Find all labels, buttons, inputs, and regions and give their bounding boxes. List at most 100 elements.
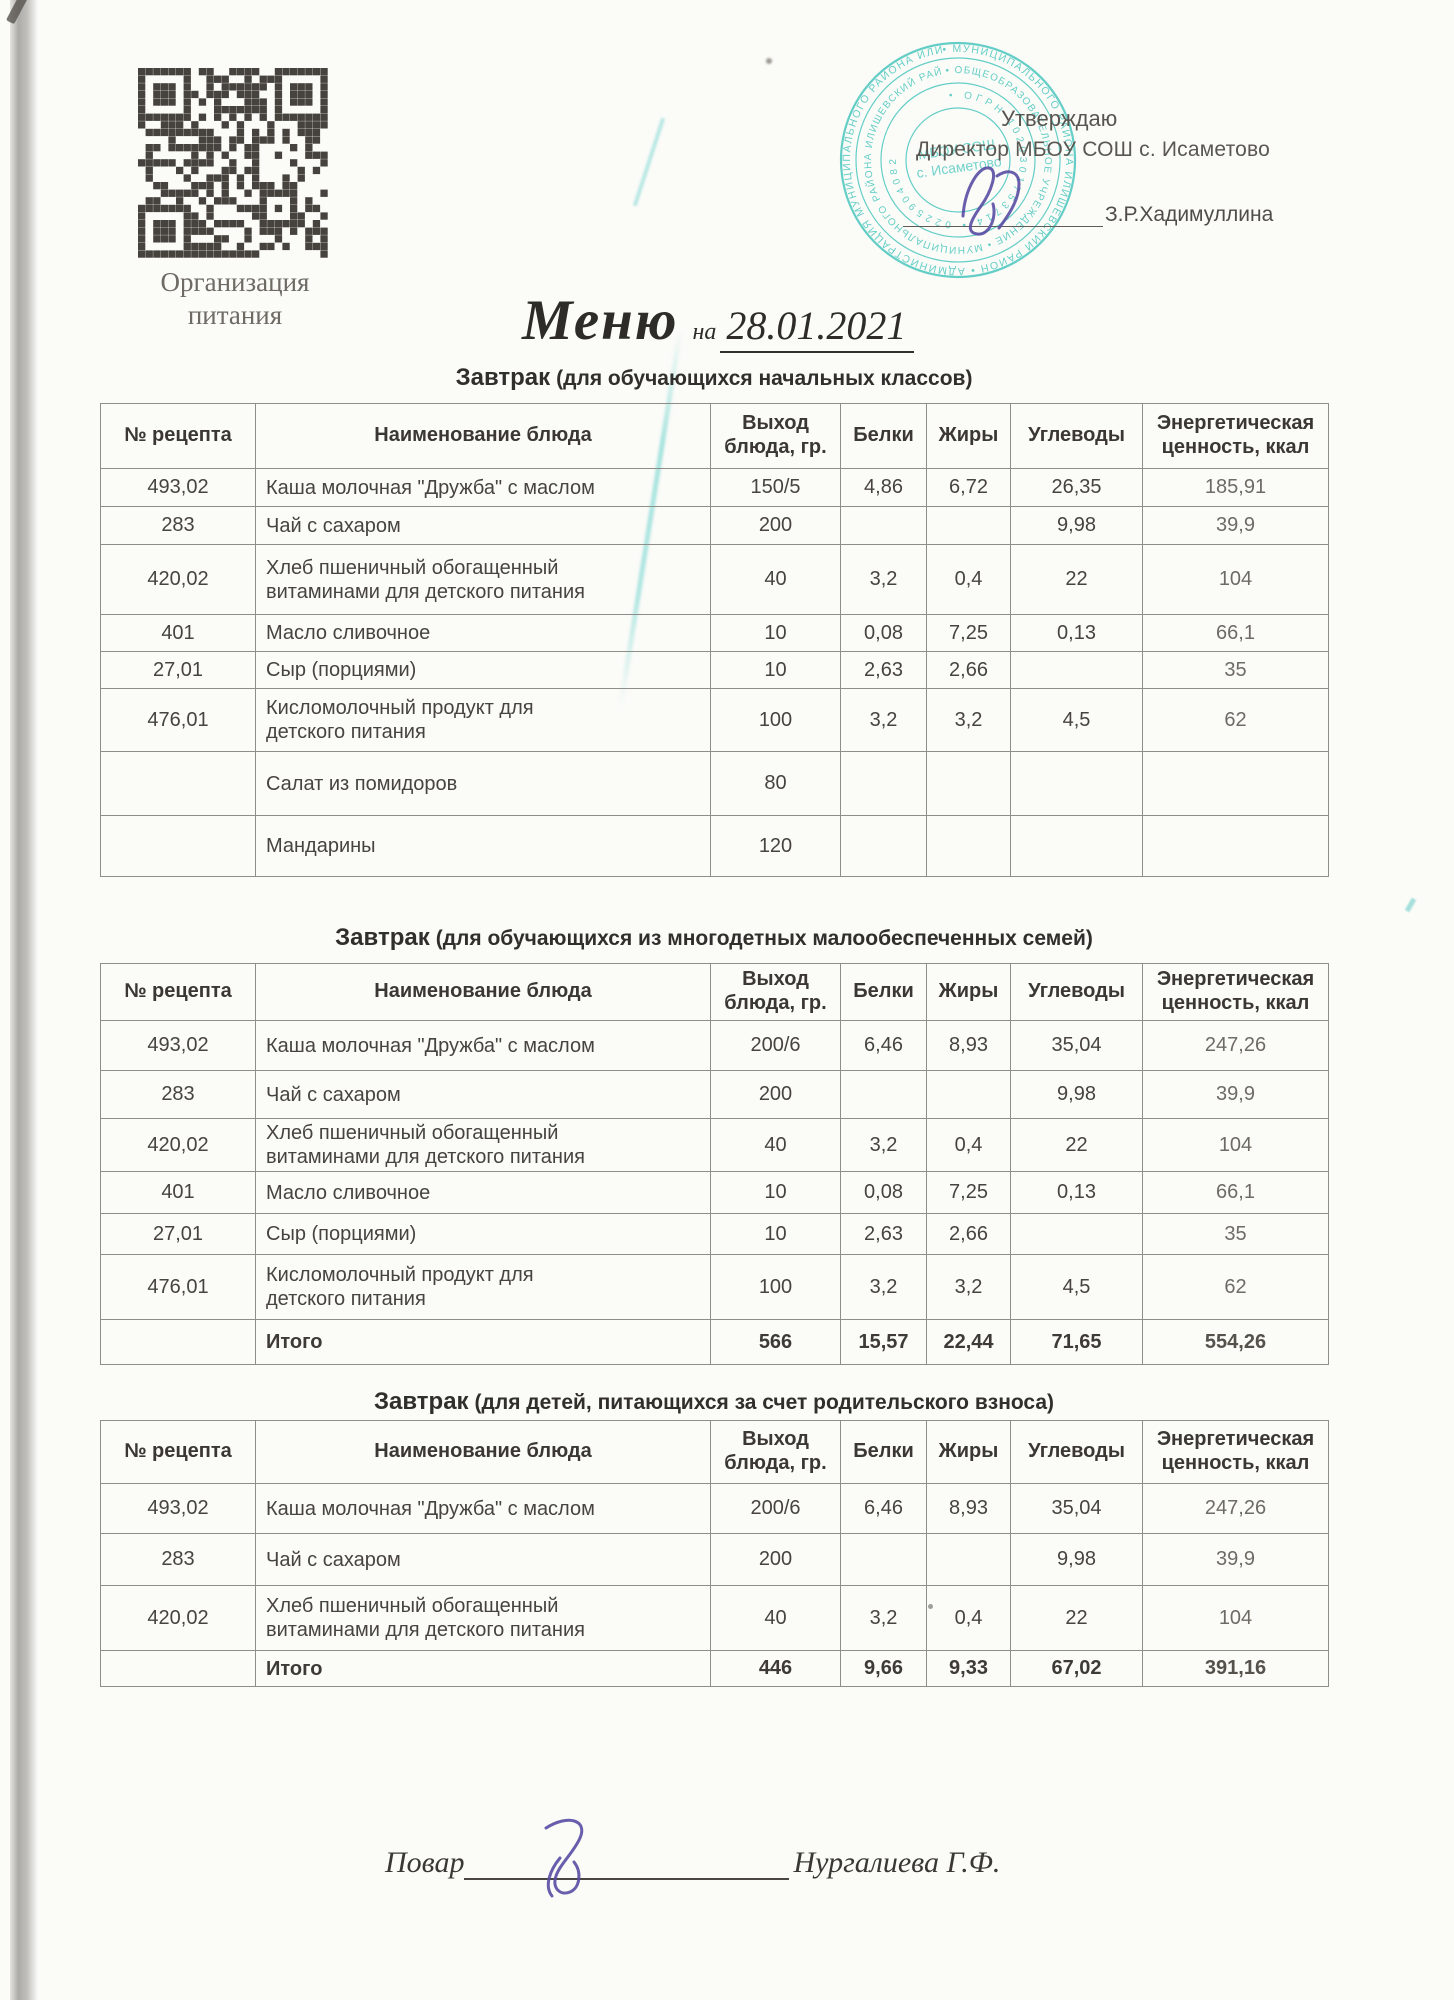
table-cell: 0,4: [926, 1585, 1011, 1651]
column-header: Энергетическая ценность, ккал: [1142, 403, 1329, 469]
table-cell: 80: [710, 751, 841, 816]
table-row: 401 Масло сливочное 10 0,08 7,25 0,13 66,1: [100, 1171, 1329, 1214]
table-cell: Хлеб пшеничный обогащенный витаминами дл…: [255, 544, 711, 615]
director-name: З.Р.Хадимуллина: [1105, 203, 1274, 226]
table-cell: 66,1: [1142, 614, 1329, 652]
qr-caption-line2: питания: [187, 300, 283, 331]
section-title-sub: (для детей, питающихся за счет родительс…: [474, 1391, 1055, 1414]
signature-line: [464, 1844, 790, 1880]
signature-line: [903, 200, 1103, 227]
cook-signature-row: Повар Нургалиева Г.Ф.: [385, 1844, 1000, 1880]
table-cell: 7,25: [926, 1171, 1011, 1214]
table-cell: 3,2: [926, 1254, 1011, 1320]
table-cell: 104: [1142, 544, 1329, 615]
table-cell: 71,65: [1010, 1319, 1143, 1365]
table-cell: 10: [710, 651, 841, 689]
table-row: 27,01 Сыр (порциями) 10 2,63 2,66 35: [100, 1213, 1329, 1255]
table-cell: 9,98: [1010, 1533, 1143, 1586]
table-cell: 27,01: [100, 1213, 256, 1255]
table-cell: 283: [100, 1533, 256, 1586]
column-header: Углеводы: [1010, 963, 1143, 1021]
table-cell: 8,93: [926, 1483, 1011, 1534]
cook-role-label: Повар: [385, 1846, 465, 1879]
table-cell: 27,01: [100, 651, 256, 689]
table-cell: 391,16: [1142, 1650, 1329, 1687]
column-header: Белки: [840, 963, 927, 1021]
column-header: Белки: [840, 403, 927, 469]
table-cell: [840, 506, 927, 545]
section-title-main: Завтрак: [335, 924, 430, 951]
table-cell: 3,2: [926, 688, 1011, 752]
table-cell: 10: [710, 1213, 841, 1255]
table-cell: [1010, 751, 1143, 816]
table-cell: 66,1: [1142, 1171, 1329, 1214]
section-title-breakfast-primary: Завтрак (для обучающихся начальных классо…: [100, 364, 1328, 392]
section-title-breakfast-large-families: Завтрак (для обучающихся из многодетных м…: [100, 924, 1328, 952]
table-cell: [100, 751, 256, 816]
cook-handwritten-signature: [544, 1818, 584, 1898]
table-cell: [926, 506, 1011, 545]
table-cell: Хлеб пшеничный обогащенный витаминами дл…: [255, 1118, 711, 1172]
section-title-main: Завтрак: [455, 364, 551, 391]
director-handwritten-signature: [961, 166, 1021, 236]
table-cell: 200: [710, 506, 841, 545]
header-row: № рецепта Наименование блюда Выход блюда, …: [100, 1420, 1329, 1484]
breakfast-table-primary-classes: № рецепта Наименование блюда Выход блюда, …: [100, 403, 1329, 877]
cyan-scan-streak: [632, 117, 666, 207]
table-cell: 4,86: [840, 468, 927, 507]
table-cell: 0,08: [840, 614, 927, 652]
column-header: Энергетическая ценность, ккал: [1142, 1420, 1329, 1484]
table-cell: 15,57: [840, 1319, 927, 1365]
table-cell: 200: [710, 1533, 841, 1586]
table-row: 420,02 Хлеб пшеничный обогащенный витамин…: [100, 1585, 1329, 1651]
column-header: Наименование блюда: [255, 403, 711, 469]
table-cell: 283: [100, 1070, 256, 1119]
column-header: Жиры: [926, 963, 1011, 1021]
cyan-speck: [1404, 897, 1417, 913]
table-row: 27,01 Сыр (порциями) 10 2,63 2,66 35: [100, 651, 1329, 689]
table-cell: 0,13: [1010, 614, 1143, 652]
table-cell: 493,02: [100, 468, 256, 507]
table-cell: 3,2: [840, 544, 927, 615]
table-cell: Чай с сахаром: [255, 506, 711, 545]
table-cell: [1142, 751, 1329, 816]
table-cell: Сыр (порциями): [255, 651, 711, 689]
table-cell: [100, 1650, 256, 1687]
table-cell: 2,66: [926, 1213, 1011, 1255]
table-cell: 62: [1142, 1254, 1329, 1320]
column-header: Наименование блюда: [255, 1420, 711, 1484]
title-menu-word: Меню: [522, 289, 679, 352]
table-cell: [1010, 1213, 1143, 1255]
table-cell: [926, 1070, 1011, 1119]
scanner-edge-shadow: [10, 0, 38, 2000]
table-cell: 247,26: [1142, 1483, 1329, 1534]
section-title-main: Завтрак: [373, 1388, 469, 1415]
table-cell: 35: [1142, 1213, 1329, 1255]
document-title: Меню на 28.01.2021: [522, 288, 915, 353]
table-cell: Масло сливочное: [255, 1171, 711, 1214]
table-cell: 40: [710, 1118, 841, 1172]
table-cell: 100: [710, 1254, 841, 1320]
table-cell: 3,2: [840, 1118, 927, 1172]
table-cell: Мандарины: [255, 815, 711, 877]
table-cell: 420,02: [100, 1585, 256, 1651]
table-cell: Чай с сахаром: [255, 1533, 711, 1586]
table-cell: 401: [100, 614, 256, 652]
table-cell: 185,91: [1142, 468, 1329, 507]
table-cell: [926, 751, 1011, 816]
table-cell: 9,66: [840, 1650, 927, 1687]
table-cell: 22: [1010, 544, 1143, 615]
cook-name: Нургалиева Г.Ф.: [793, 1846, 1001, 1879]
column-header: Выход блюда, гр.: [710, 403, 841, 469]
table-cell: 9,98: [1010, 506, 1143, 545]
table-cell: Хлеб пшеничный обогащенный витаминами дл…: [255, 1585, 711, 1651]
table-cell: 283: [100, 506, 256, 545]
table-cell: 22: [1010, 1118, 1143, 1172]
table-cell: 247,26: [1142, 1020, 1329, 1071]
gray-speck: [766, 58, 772, 64]
column-header: Энергетическая ценность, ккал: [1142, 963, 1329, 1021]
table-cell: 4,5: [1010, 688, 1143, 752]
table-cell: 39,9: [1142, 1070, 1329, 1119]
table-cell: [100, 1319, 256, 1365]
